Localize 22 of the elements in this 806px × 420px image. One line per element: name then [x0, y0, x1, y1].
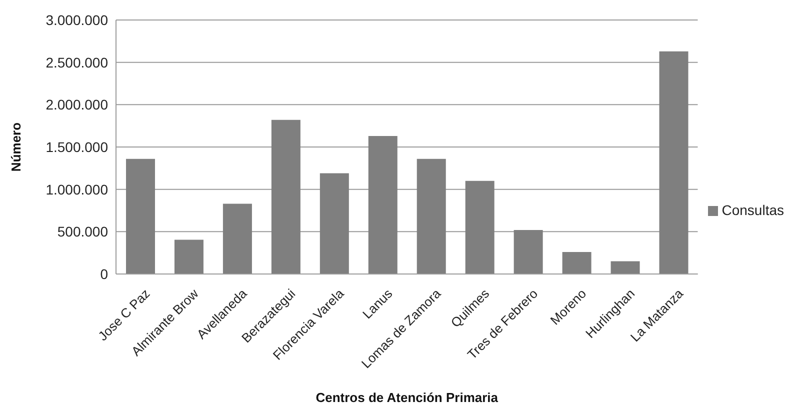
bar [562, 252, 592, 274]
y-tick-label: 3.000.000 [46, 12, 108, 28]
bar [126, 158, 155, 274]
bar [271, 120, 300, 274]
bar [174, 240, 204, 274]
y-tick-label: 1.500.000 [46, 138, 108, 155]
y-tick-label: 2.500.000 [46, 54, 108, 70]
bar [222, 204, 252, 274]
bar [610, 261, 640, 274]
x-axis-title: Centros de Atención Primaria [316, 390, 499, 405]
bar [659, 51, 688, 274]
y-tick-label: 1.000.000 [46, 181, 108, 198]
legend-label: Consultas [722, 202, 784, 218]
bar [320, 173, 349, 274]
y-axis-title: Número [8, 122, 24, 172]
bar [465, 180, 494, 274]
bar [514, 230, 543, 274]
y-tick-label: 500.000 [57, 224, 108, 240]
y-tick-label: 0 [100, 266, 108, 282]
bar [368, 136, 398, 274]
y-tick-label: 2.000.000 [46, 96, 108, 113]
bar [416, 158, 446, 274]
